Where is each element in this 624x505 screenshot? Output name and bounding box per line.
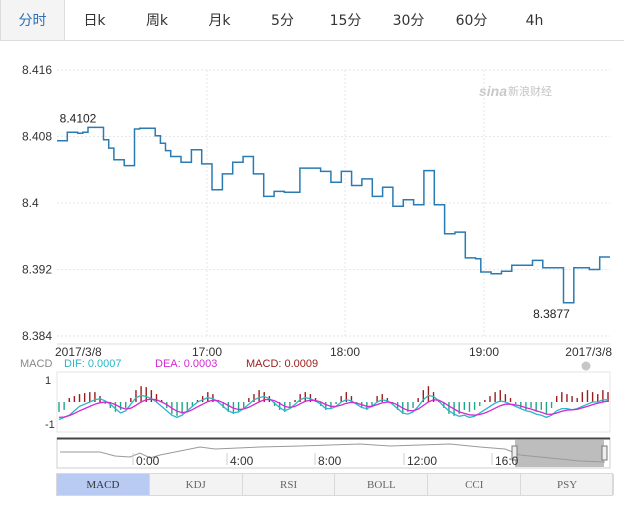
navigator-selection[interactable] <box>515 439 604 467</box>
indicator-rsi-button[interactable]: RSI <box>243 474 336 495</box>
tab-1[interactable]: 分时 <box>0 0 65 41</box>
svg-text:sina: sina <box>479 83 507 99</box>
tab-4[interactable]: 月k <box>208 13 231 29</box>
price-tick-label: 8.408 <box>22 130 52 144</box>
high-label: 8.4102 <box>60 111 97 125</box>
macd-settings-icon[interactable] <box>581 361 591 371</box>
navigator-label: 8:00 <box>318 454 342 468</box>
price-line <box>57 126 610 304</box>
macd-legend: MACD DIF: 0.0007 DEA: 0.0003 MACD: 0.000… <box>20 358 318 370</box>
tab-7[interactable]: 30分 <box>392 13 425 29</box>
tabs-divider <box>0 40 624 41</box>
macd-legend-dif: DIF: 0.0007 <box>64 358 121 370</box>
dea-line <box>58 398 609 419</box>
navigator-right-handle[interactable] <box>601 445 608 461</box>
time-tick-label: 17:00 <box>192 345 222 359</box>
time-tick-label: 19:00 <box>469 345 499 359</box>
watermark: sina 新浪财经 <box>479 83 552 99</box>
tab-9[interactable]: 4h <box>525 13 544 29</box>
time-tick-label: 18:00 <box>330 345 360 359</box>
macd-tick-label: 1 <box>45 375 51 387</box>
tab-3[interactable]: 周k <box>145 13 169 29</box>
macd-legend-macd: MACD: 0.0009 <box>246 358 318 370</box>
navigator-label: 12:00 <box>407 454 437 468</box>
dif-line <box>58 394 608 421</box>
price-y-axis: 8.416 8.408 8.4 8.392 8.384 <box>22 63 52 343</box>
price-series <box>57 126 610 304</box>
price-grid <box>57 69 610 345</box>
navigator-label: 0:00 <box>136 454 160 468</box>
macd-frame <box>56 371 611 433</box>
indicator-cci-button[interactable]: CCI <box>428 474 522 495</box>
price-tick-label: 8.4 <box>22 196 39 210</box>
macd-tick-label: -1 <box>45 419 55 431</box>
tab-8[interactable]: 60分 <box>455 13 488 29</box>
navigator[interactable]: 0:00 4:00 8:00 12:00 16:0 <box>56 437 611 469</box>
tab-5[interactable]: 5分 <box>271 13 294 29</box>
navigator-label: 4:00 <box>230 454 254 468</box>
time-tick-label: 2017/3/8 <box>55 345 102 359</box>
indicator-kdj-button[interactable]: KDJ <box>150 474 243 495</box>
indicator-boll-button[interactable]: BOLL <box>336 474 429 495</box>
indicator-psy-button[interactable]: PSY <box>521 474 614 495</box>
price-tick-label: 8.416 <box>22 63 52 77</box>
price-tick-label: 8.392 <box>22 263 52 277</box>
tab-6[interactable]: 15分 <box>329 13 362 29</box>
navigator-label: 16:0 <box>495 454 519 468</box>
time-x-axis: 2017/3/8 17:00 18:00 19:00 2017/3/8 <box>55 345 612 359</box>
period-tabs: 分时 日k 周k 月k 5分 15分 30分 60分 4h <box>0 0 624 41</box>
tab-2[interactable]: 日k <box>83 13 106 29</box>
macd-legend-name: MACD <box>20 358 52 370</box>
price-annotations: 8.4102 8.3877 <box>60 111 571 320</box>
macd-legend-dea: DEA: 0.0003 <box>155 358 217 370</box>
indicator-macd-button[interactable]: MACD <box>57 474 150 495</box>
macd-panel: 1 -1 <box>45 361 611 433</box>
time-tick-label: 2017/3/8 <box>565 345 612 359</box>
navigator-left-handle[interactable] <box>511 445 518 461</box>
low-label: 8.3877 <box>533 307 570 321</box>
price-tick-label: 8.384 <box>22 329 52 343</box>
indicator-bar: MACD KDJ RSI BOLL CCI PSY <box>56 473 614 496</box>
watermark-text: 新浪财经 <box>508 84 552 98</box>
